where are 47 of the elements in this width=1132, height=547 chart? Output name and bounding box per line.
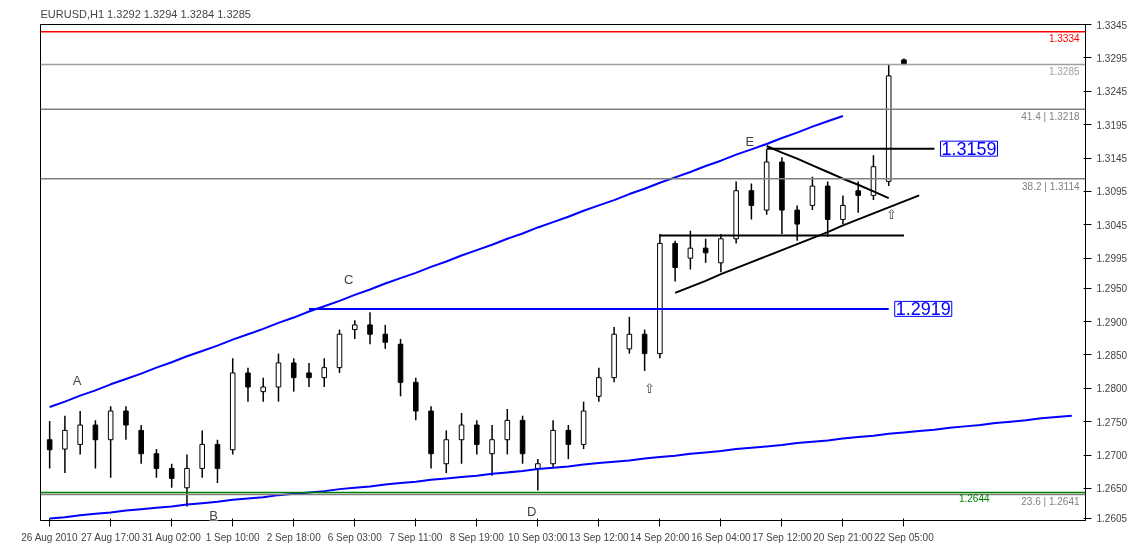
x-tick-label: 2 Sep 18:00 — [266, 531, 322, 543]
y-tick-label: 1.3295 — [1096, 52, 1128, 64]
ref-line-label: 1.3334 — [1048, 32, 1080, 44]
series-label: 1.3159 — [941, 139, 997, 160]
y-tick-label: 1.2605 — [1096, 513, 1128, 525]
x-tick-label: 10 Sep 03:00 — [508, 531, 569, 543]
y-tick-label: 1.3195 — [1096, 119, 1128, 131]
y-tick-label: 1.2700 — [1096, 450, 1128, 462]
annotation: B — [209, 508, 218, 524]
x-tick-label: 8 Sep 19:00 — [449, 531, 505, 543]
chart-title: EURUSD,H1 1.3292 1.3294 1.3284 1.3285 — [40, 7, 251, 20]
y-tick-label: 1.2850 — [1096, 349, 1128, 361]
ref-line-label: 38.2 | 1.3114 — [1022, 180, 1080, 192]
x-tick-label: 13 Sep 12:00 — [569, 531, 630, 543]
ref-line-label: 23.6 | 1.2641 — [1021, 496, 1080, 508]
ref-line-label: 1.2644 — [958, 493, 990, 505]
annotation: D — [527, 503, 537, 519]
y-tick-label: 1.2650 — [1096, 483, 1128, 495]
x-tick-label: 17 Sep 12:00 — [752, 531, 813, 543]
x-tick-label: 26 Aug 2010 — [21, 531, 78, 543]
x-tick-label: 7 Sep 11:00 — [389, 531, 443, 543]
y-tick-label: 1.3095 — [1096, 186, 1128, 198]
x-tick-label: 31 Aug 02:00 — [141, 531, 202, 543]
annotation: ⇧ — [886, 206, 898, 222]
annotation: ⇧ — [643, 381, 655, 397]
y-tick-label: 1.2800 — [1096, 383, 1128, 395]
x-tick-label: 1 Sep 10:00 — [205, 531, 261, 543]
y-tick-label: 1.3245 — [1096, 86, 1128, 98]
annotation: E — [745, 133, 755, 149]
y-tick-label: 1.2900 — [1096, 316, 1128, 328]
x-tick-label: 14 Sep 20:00 — [630, 531, 691, 543]
x-tick-label: 22 Sep 05:00 — [874, 531, 935, 543]
y-tick-label: 1.2750 — [1096, 416, 1128, 428]
ref-line-label: 41.4 | 1.3218 — [1021, 111, 1080, 123]
y-tick-label: 1.2950 — [1096, 283, 1128, 295]
x-tick-label: 27 Aug 17:00 — [80, 531, 141, 543]
y-tick-label: 1.3045 — [1096, 219, 1128, 231]
annotation: C — [343, 272, 354, 288]
y-tick-label: 1.3345 — [1096, 19, 1128, 31]
x-tick-label: 16 Sep 04:00 — [691, 531, 752, 543]
x-tick-label: 6 Sep 03:00 — [327, 531, 383, 543]
y-tick-label: 1.2995 — [1096, 253, 1128, 265]
y-tick-label: 1.3145 — [1096, 153, 1128, 165]
x-tick-label: 20 Sep 21:00 — [813, 531, 874, 543]
annotation: A — [72, 372, 82, 388]
series-label: 1.2919 — [895, 299, 951, 320]
ref-line-label: 1.3285 — [1048, 65, 1080, 77]
